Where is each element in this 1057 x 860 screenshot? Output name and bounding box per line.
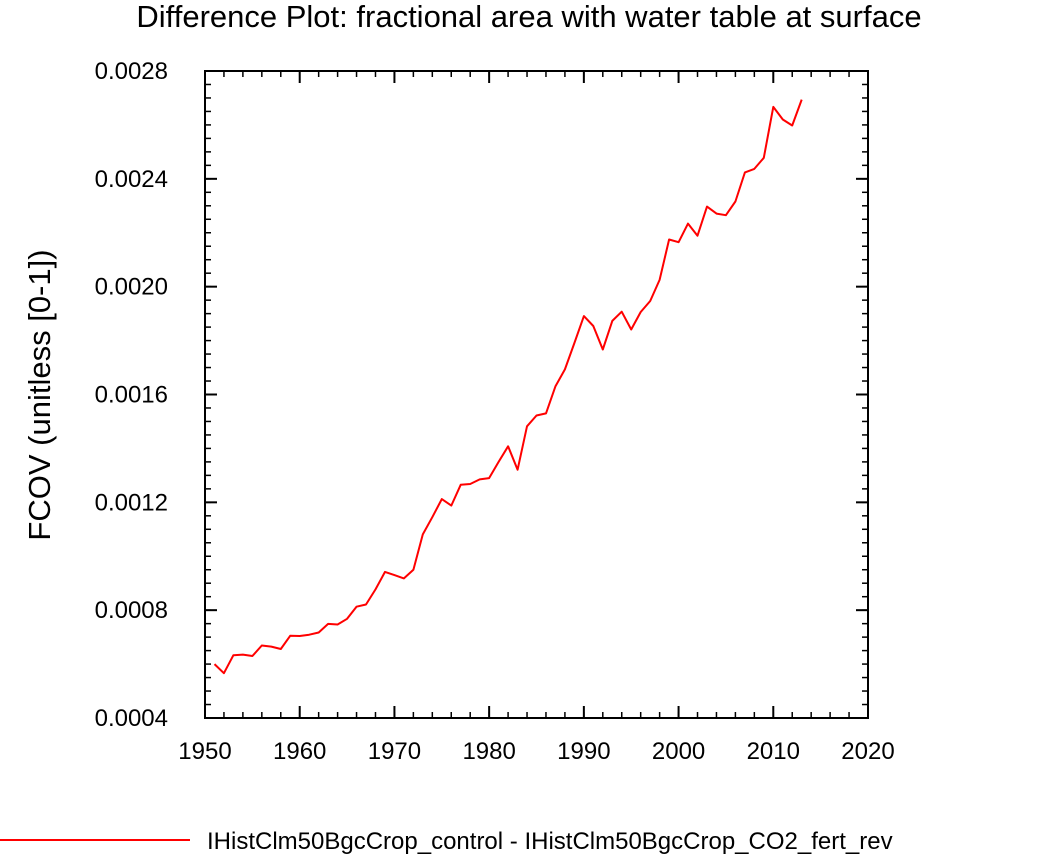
x-tick-label: 2000 bbox=[652, 738, 705, 765]
y-tick-label: 0.0008 bbox=[95, 597, 168, 624]
y-tick-label: 0.0024 bbox=[95, 166, 168, 193]
x-tick-label: 1980 bbox=[462, 738, 515, 765]
y-tick-label: 0.0028 bbox=[95, 58, 168, 85]
x-tick-label: 2020 bbox=[841, 738, 894, 765]
x-tick-labels: 1950 1960 1970 1980 1990 2000 2010 2020 bbox=[178, 738, 894, 765]
y-axis-label: FCOV (unitless [0-1]) bbox=[22, 249, 57, 540]
x-tick-label: 1950 bbox=[178, 738, 231, 765]
series-lines bbox=[213, 99, 803, 675]
legend: IHistClm50BgcCrop_control - IHistClm50Bg… bbox=[0, 828, 893, 855]
chart-title: Difference Plot: fractional area with wa… bbox=[136, 0, 921, 34]
y-tick-label: 0.0012 bbox=[95, 489, 168, 516]
minor-ticks bbox=[204, 70, 869, 719]
x-tick-label: 1990 bbox=[557, 738, 610, 765]
x-tick-label: 1960 bbox=[273, 738, 326, 765]
major-ticks bbox=[204, 70, 869, 719]
y-tick-label: 0.0016 bbox=[95, 382, 168, 409]
legend-label: IHistClm50BgcCrop_control - IHistClm50Bg… bbox=[207, 828, 893, 855]
x-tick-label: 1970 bbox=[368, 738, 421, 765]
y-tick-label: 0.0020 bbox=[95, 274, 168, 301]
series-line bbox=[213, 99, 803, 675]
y-tick-label: 0.0004 bbox=[95, 705, 168, 732]
plot-frame bbox=[204, 70, 869, 719]
x-tick-label: 2010 bbox=[747, 738, 800, 765]
y-tick-labels: 0.0004 0.0008 0.0012 0.0016 0.0020 0.0024 0.00… bbox=[95, 58, 168, 732]
